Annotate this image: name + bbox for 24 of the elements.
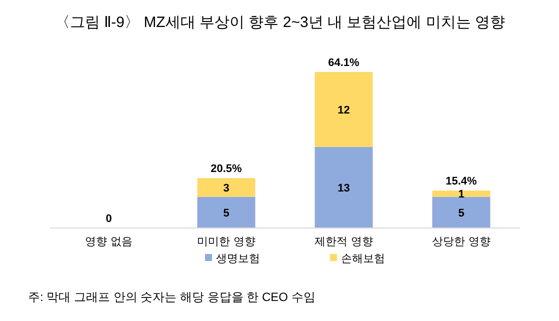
chart-title: 〈그림 Ⅱ-9〉 MZ세대 부상이 향후 2~3년 내 보험산업에 미치는 영향 <box>55 14 505 31</box>
x-tick-label: 상당한 영향 <box>432 236 490 248</box>
annotation: 15.4% <box>446 176 478 188</box>
legend-label: 생명보험 <box>216 253 260 265</box>
text: 주: 막대 그래프 안의 숫자는 해당 응답을 한 CEO 수임 <box>28 290 316 304</box>
data-label: 3 <box>223 182 230 194</box>
annotation: 64.1% <box>328 57 360 69</box>
bar <box>197 196 256 228</box>
x-tick-label: 제한적 영향 <box>314 236 373 248</box>
data-label: 5 <box>223 207 230 220</box>
x-tick-label: 영향 없음 <box>85 236 132 248</box>
bar <box>432 196 490 228</box>
annotation: 0 <box>106 213 112 225</box>
bar <box>314 72 373 147</box>
data-label: 12 <box>338 104 350 116</box>
data-label: 1 <box>458 188 464 201</box>
data-label: 5 <box>458 207 464 220</box>
legend-label: 손해보험 <box>341 253 385 265</box>
annotation: 20.5% <box>210 163 242 176</box>
bar <box>314 146 373 228</box>
x-tick-label: 미미한 영향 <box>197 236 256 248</box>
data-label: 13 <box>338 182 350 194</box>
bar <box>432 190 490 197</box>
bar <box>197 178 256 197</box>
